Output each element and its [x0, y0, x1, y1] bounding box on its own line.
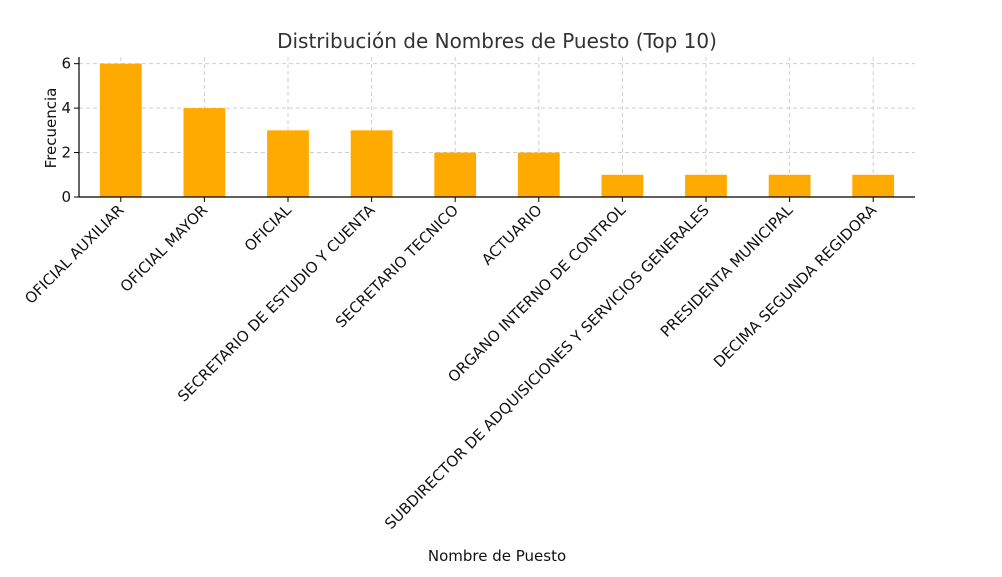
axes — [78, 57, 915, 198]
y-tick-label: 2 — [61, 144, 71, 162]
bar — [99, 63, 142, 197]
bar — [350, 130, 393, 197]
bar — [517, 152, 560, 197]
x-tick-label: PRESIDENTA MUNICIPAL — [657, 201, 797, 341]
bar — [183, 108, 226, 197]
x-tick-label: DECIMA SEGUNDA REGIDORA — [710, 201, 881, 372]
x-tick-label: OFICIAL MAYOR — [117, 201, 212, 296]
x-tick-label: ORGANO INTERNO DE CONTROL — [444, 201, 629, 386]
y-tick-label: 6 — [61, 55, 71, 73]
bar — [768, 174, 811, 197]
x-tick-label: SUBDIRECTOR DE ADQUISICIONES Y SERVICIOS… — [381, 201, 713, 533]
bar — [852, 174, 895, 197]
chart-title: Distribución de Nombres de Puesto (Top 1… — [277, 29, 717, 53]
y-tick-label: 0 — [61, 188, 71, 206]
bar — [685, 174, 727, 197]
bar — [434, 152, 477, 197]
bar — [601, 174, 644, 197]
bar — [267, 130, 309, 197]
x-tick-label: OFICIAL AUXILIAR — [21, 201, 127, 307]
x-tick-label: ACTUARIO — [478, 201, 546, 269]
bars — [99, 63, 895, 197]
y-tick-label: 4 — [61, 99, 71, 117]
x-axis-label: Nombre de Puesto — [428, 547, 566, 565]
y-ticks: 0 2 4 6 — [61, 55, 79, 206]
x-tick-label: OFICIAL — [241, 201, 295, 255]
y-axis-label: Frecuencia — [42, 88, 60, 169]
